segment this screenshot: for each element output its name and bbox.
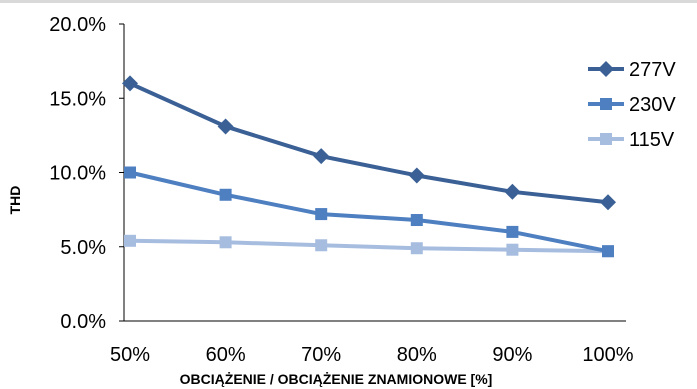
x-tick-label: 50% [110,344,150,366]
legend-item-115V: 115V [588,129,675,151]
data-point [408,167,425,184]
y-tick-label: 10.0% [49,163,106,185]
axes-layer: 0.0% 5.0% 10.0% 15.0% 20.0% 50% 60% 70% 80% 90% 10… [49,14,634,366]
series-layer [122,75,616,258]
legend-layer: 277V 230V 115V [588,59,676,151]
y-axis-title: THD [7,186,23,215]
data-point [217,118,234,135]
series-277V [122,75,616,211]
data-point [124,166,136,179]
data-point [219,188,232,201]
data-point [600,194,616,211]
data-point [506,225,519,238]
chart-top-border [0,0,697,3]
data-point [602,245,614,258]
data-point [410,242,423,255]
legend-label: 277V [629,59,676,81]
y-tick-label: 5.0% [60,237,106,259]
legend-marker [600,98,612,110]
x-tick-label: 100% [582,344,633,366]
data-point [506,243,519,256]
legend-label: 115V [629,129,675,151]
series-line [129,170,609,254]
legend-item-230V: 230V [588,94,676,116]
x-tick-label: 70% [301,344,341,366]
data-point [122,75,138,92]
series-line [129,238,609,254]
data-point [504,183,521,200]
series-230V [124,166,614,258]
data-point [410,214,423,227]
legend-marker [600,133,612,145]
y-tick-label: 15.0% [49,88,106,110]
legend-label: 230V [629,94,676,116]
data-point [315,239,328,252]
x-axis-title: OBCIĄŻENIE / OBCIĄŻENIE ZNAMIONOWE [%] [180,371,493,387]
data-point [315,208,328,221]
x-tick-label: 80% [397,344,437,366]
x-tick-label: 90% [492,344,532,366]
x-tick-label: 60% [206,344,246,366]
series-line [129,81,609,205]
data-point [124,234,136,247]
data-point [313,148,330,165]
legend-item-277V: 277V [588,59,676,81]
data-point [219,236,232,249]
y-tick-label: 0.0% [60,311,106,333]
y-tick-label: 20.0% [49,14,106,36]
legend-marker [598,61,614,77]
